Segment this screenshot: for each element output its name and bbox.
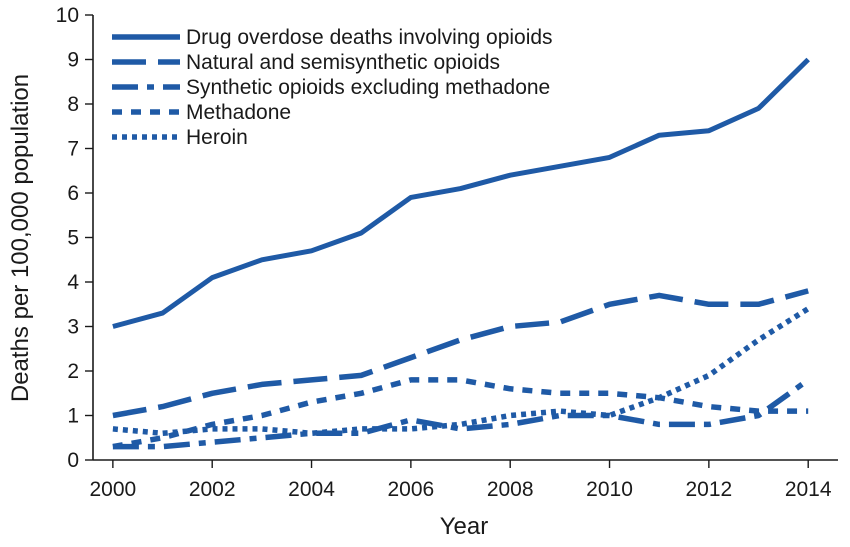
y-tick-label: 7 [67,138,79,161]
legend-label-4: Heroin [186,126,248,149]
y-axis-title: Deaths per 100,000 population [7,74,34,402]
series-line-4 [112,306,810,437]
legend-label-3: Methadone [186,101,291,124]
x-tick-label: 2004 [288,478,335,501]
x-tick-label: 2012 [686,478,733,501]
series-line-3 [112,377,809,450]
plot-area [112,57,810,450]
series-line-2 [112,377,810,450]
series-line-1 [112,288,809,419]
y-tick-label: 5 [67,227,79,250]
y-tick-label: 6 [67,182,79,205]
y-tick-label: 4 [67,271,79,294]
x-tick-label: 2002 [189,478,236,501]
axes: 0 1 2 3 4 5 6 7 8 9 10 2000 2002 2004 2006 2008 2010 2012… [56,4,838,501]
x-tick-label: 2000 [90,478,137,501]
x-tick-label: 2010 [586,478,633,501]
x-axis-title: Year [440,513,489,540]
legend-label-1: Natural and semisynthetic opioids [186,51,500,74]
x-tick-label: 2014 [785,478,832,501]
y-tick-label: 2 [67,360,79,383]
y-tick-label: 10 [56,4,79,27]
y-tick-label: 1 [67,405,79,428]
legend-label-2: Synthetic opioids excluding methadone [186,76,550,99]
y-tick-label: 3 [67,316,79,339]
y-tick-label: 8 [67,93,79,116]
legend: Drug overdose deaths involving opioidsNa… [112,26,553,149]
x-tick-label: 2006 [388,478,435,501]
y-tick-label: 9 [67,49,79,72]
series-line-0 [112,57,810,329]
legend-label-0: Drug overdose deaths involving opioids [186,26,553,49]
x-tick-label: 2008 [487,478,534,501]
y-tick-label: 0 [67,449,79,472]
